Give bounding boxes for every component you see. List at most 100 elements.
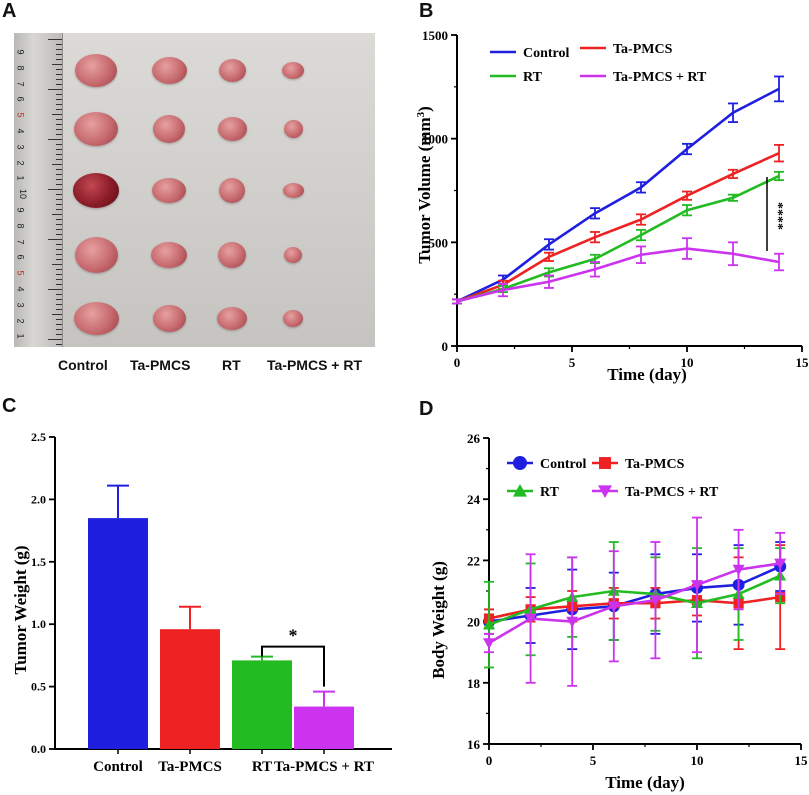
ruler-tick <box>56 279 62 280</box>
ruler-tick <box>56 319 62 320</box>
ruler-tick <box>56 199 62 200</box>
ruler-tick <box>56 79 62 80</box>
x-tick-label: 10 <box>681 355 694 370</box>
chart-b-axes: 0 500 1000 1500 0 5 10 15 <box>422 28 809 370</box>
ruler-tick <box>56 209 62 210</box>
ruler-tick <box>56 129 62 130</box>
ruler-number: 3 <box>15 302 26 308</box>
ruler-tick <box>56 294 62 295</box>
marker-square <box>599 457 611 469</box>
y-tick-label: 0.0 <box>31 742 46 756</box>
ruler-tick <box>56 269 62 270</box>
ruler-tick <box>56 109 62 110</box>
x-tick-label-ta-pmcs-rt: Ta-PMCS + RT <box>274 759 374 775</box>
ruler-tick <box>56 334 62 335</box>
chart-c-ylabel: Tumor Weight (g) <box>11 545 30 674</box>
ruler-number: 9 <box>15 207 26 213</box>
tumor-sample <box>217 117 247 141</box>
legend-label-ta-pmcs-rt: Ta-PMCS + RT <box>625 485 719 500</box>
ruler-number: 2 <box>15 160 26 166</box>
series-line-control <box>488 565 781 623</box>
ruler-tick <box>56 149 62 150</box>
tumor-sample <box>151 242 187 268</box>
chart-b-ylabel-main: Tumor Volume (mm <box>415 117 434 263</box>
ruler-tick <box>56 244 62 245</box>
ruler-tick <box>56 144 62 145</box>
ruler-tick <box>56 179 62 180</box>
ruler-number: 5 <box>15 112 26 118</box>
ruler-tick <box>56 169 62 170</box>
y-tick-label: 1.5 <box>31 555 46 569</box>
marker-triangle-down <box>598 485 612 498</box>
ruler-number: 6 <box>15 96 26 102</box>
ruler-number: 4 <box>15 128 26 134</box>
body-weight-chart: 16 18 20 22 24 26 0 5 10 15 Control Ta-PMCS RT Ta-PM… <box>429 431 808 792</box>
tumor-sample <box>74 237 118 273</box>
marker-triangle-down <box>524 613 537 625</box>
photo-label-ta-pmcs: Ta-PMCS <box>130 357 191 373</box>
marker-triangle <box>483 618 495 630</box>
bar-control <box>88 518 148 749</box>
legend-label-ta-pmcs: Ta-PMCS <box>613 42 673 57</box>
x-tick-label-control: Control <box>93 759 143 775</box>
ruler-tick <box>56 234 62 235</box>
ruler-tick <box>48 139 62 140</box>
ruler-tick <box>48 39 62 40</box>
bar-ta-pmcs <box>160 629 220 749</box>
ruler-tick <box>56 249 62 250</box>
ruler-tick <box>48 239 62 240</box>
bar-rt <box>232 660 292 749</box>
marker-triangle-down <box>732 564 745 576</box>
ruler-tick <box>56 324 62 325</box>
legend-label-ta-pmcs: Ta-PMCS <box>625 457 685 472</box>
x-tick-label-ta-pmcs: Ta-PMCS <box>158 759 222 775</box>
ruler-tick <box>52 214 62 215</box>
chart-d-ylabel: Body Weight (g) <box>429 561 448 679</box>
legend-label-ta-pmcs-rt: Ta-PMCS + RT <box>613 70 707 85</box>
ruler-tick <box>48 189 62 190</box>
y-tick-label: 1000 <box>422 132 448 147</box>
tumor-sample <box>219 177 245 203</box>
ruler-number: 3 <box>15 144 26 150</box>
series-line-ta-pmcs <box>456 151 780 303</box>
x-tick-label: 5 <box>569 355 576 370</box>
photo-label-rt: RT <box>222 357 241 373</box>
legend-label-rt: RT <box>523 70 543 85</box>
y-tick-label: 26 <box>467 431 481 446</box>
marker-triangle-down <box>566 616 579 628</box>
series-line-ta-pmcs-rt <box>488 562 781 645</box>
y-tick-label: 500 <box>429 235 449 250</box>
chart-c-sig: * <box>261 626 325 687</box>
marker-triangle-down <box>691 580 703 591</box>
marker-triangle-down <box>774 558 787 570</box>
ruler-number: 1 <box>15 175 26 181</box>
chart-c-bars <box>88 484 354 749</box>
ruler-number: 6 <box>15 254 26 260</box>
legend-label-control: Control <box>540 457 587 472</box>
chart-b-ylabel: Tumor Volume (mm3) <box>415 106 434 264</box>
ruler-number: 8 <box>15 223 26 229</box>
tumor-sample <box>283 309 303 327</box>
series-control <box>452 75 784 305</box>
legend-label-rt: RT <box>540 485 560 500</box>
ruler-tick <box>56 104 62 105</box>
panel-letter-c: C <box>2 395 17 417</box>
y-tick-label: 0 <box>442 339 449 354</box>
series-line-control <box>456 87 780 303</box>
marker-triangle-down <box>483 638 495 650</box>
tumor-sample <box>283 120 303 138</box>
chart-b-legend: Control Ta-PMCS RT Ta-PMCS + RT <box>490 42 707 85</box>
ruler-number: 1 <box>15 333 26 339</box>
ruler: 9 8 7 6 5 4 3 2 1 10 9 8 7 6 5 4 3 2 1 <box>14 33 63 347</box>
y-tick-label: 2.5 <box>31 430 46 444</box>
y-tick-label: 24 <box>467 492 481 507</box>
ruler-number: 8 <box>15 65 26 71</box>
x-tick-label: 15 <box>796 355 809 370</box>
legend-label-control: Control <box>523 46 570 61</box>
x-tick-label: 0 <box>454 355 461 370</box>
chart-b-ylabel-sup: 3 <box>415 111 427 117</box>
marker-triangle-down <box>607 601 620 613</box>
chart-b-series <box>452 75 784 305</box>
marker-triangle-down <box>649 595 662 607</box>
tumor-volume-chart: 0 500 1000 1500 0 5 10 15 Control Ta-PMCS RT Ta-PM… <box>415 28 809 384</box>
